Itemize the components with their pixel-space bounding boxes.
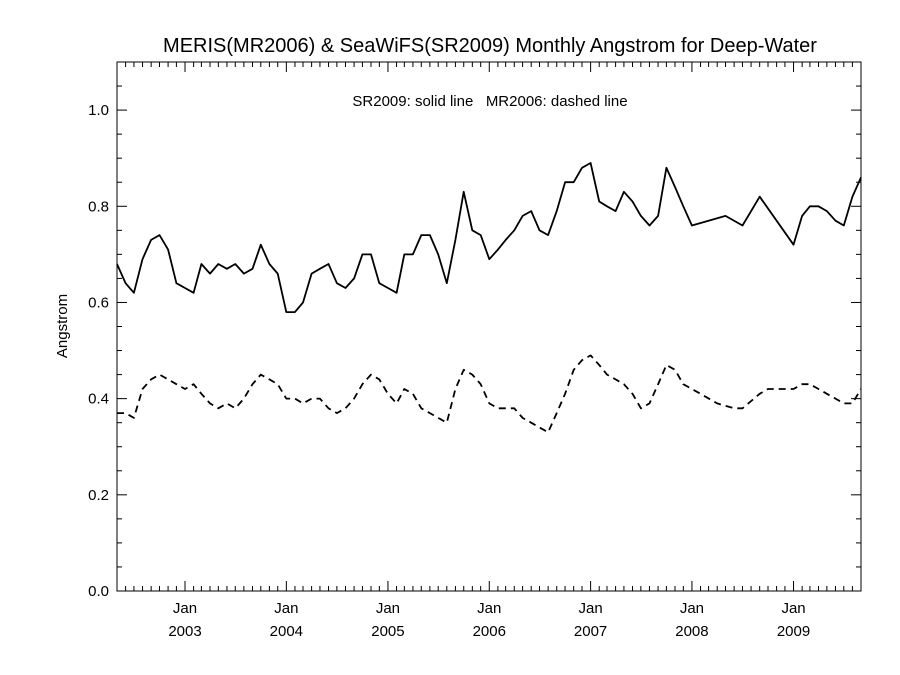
series-layer — [116, 162, 862, 434]
y-axis: 0.0 0.2 0.4 0.6 0.8 1.0 — [88, 61, 861, 600]
x-tick-year-label: 2003 — [168, 623, 201, 640]
x-tick-year-label: 2004 — [270, 623, 303, 640]
x-tick-year-label: 2005 — [371, 623, 404, 640]
plot-frame — [116, 61, 862, 592]
x-tick-month-label: Jan — [680, 600, 704, 617]
legend-annotation: SR2009: solid line MR2006: dashed line — [352, 93, 627, 110]
y-tick-label: 0.4 — [88, 391, 109, 408]
x-tick-month-label: Jan — [781, 600, 805, 617]
x-tick-month-label: Jan — [376, 600, 400, 617]
x-tick-month-label: Jan — [173, 600, 197, 617]
y-axis-label: Angstrom — [54, 294, 71, 358]
series-line-dashed — [117, 354, 862, 434]
y-tick-label: 0.6 — [88, 294, 109, 311]
chart-title: MERIS(MR2006) & SeaWiFS(SR2009) Monthly … — [163, 35, 817, 57]
series-line-solid — [116, 162, 862, 314]
x-tick-month-label: Jan — [477, 600, 501, 617]
y-tick-label: 0.2 — [88, 487, 109, 504]
y-tick-label: 1.0 — [88, 102, 109, 119]
x-tick-year-label: 2009 — [777, 623, 810, 640]
x-tick-month-label: Jan — [579, 600, 603, 617]
y-tick-label: 0.0 — [88, 583, 109, 600]
x-axis: Jan 2003 Jan 2004 Jan 2005 Jan 2006 Jan 2007 Jan 20… — [116, 62, 862, 640]
x-tick-year-label: 2008 — [675, 623, 708, 640]
x-tick-month-label: Jan — [274, 600, 298, 617]
y-tick-label: 0.8 — [88, 198, 109, 215]
x-tick-year-label: 2006 — [473, 623, 506, 640]
x-tick-year-label: 2007 — [574, 623, 607, 640]
